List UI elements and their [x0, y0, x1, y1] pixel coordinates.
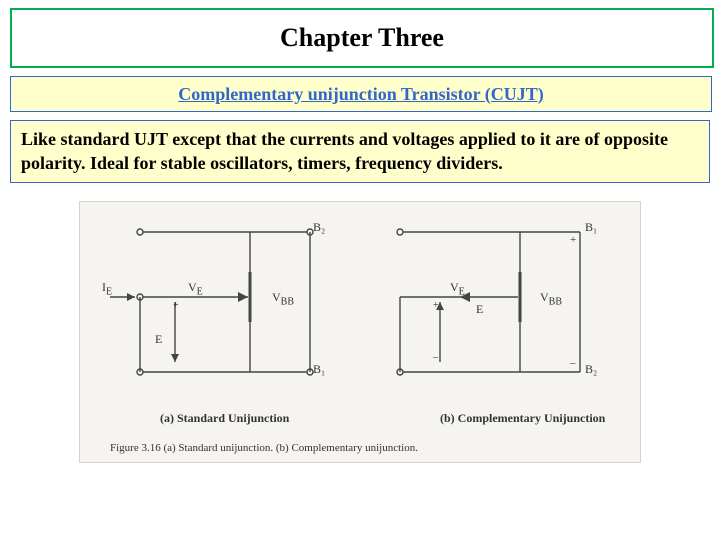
- figure-caption: Figure 3.16 (a) Standard unijunction. (b…: [110, 442, 418, 454]
- slide: Chapter Three Complementary unijunction …: [0, 0, 720, 540]
- label-ve-right: VE: [450, 280, 465, 297]
- label-vbb-right: VBB: [540, 290, 562, 307]
- caption-a: (a) Standard Unijunction: [160, 411, 289, 426]
- label-b1-left: B₁: [313, 362, 325, 377]
- chapter-title: Chapter Three: [280, 23, 444, 53]
- caption-b: (b) Complementary Unijunction: [440, 411, 605, 426]
- label-minus-right: –: [570, 357, 576, 369]
- label-plus-right: +: [570, 234, 576, 246]
- label-ie: IE: [102, 280, 112, 297]
- title-box: Chapter Three: [10, 8, 714, 68]
- label-b1-right: B₁: [585, 220, 597, 235]
- label-e-left: E: [155, 332, 162, 347]
- label-b2-right: B₂: [585, 362, 597, 377]
- subtitle-box: Complementary unijunction Transistor (CU…: [10, 76, 712, 112]
- label-minus-ve-right: –: [433, 352, 438, 363]
- body-box: Like standard UJT except that the curren…: [10, 120, 710, 183]
- label-vbb-left: VBB: [272, 290, 294, 307]
- label-e-right: E: [476, 302, 483, 317]
- section-title: Complementary unijunction Transistor (CU…: [178, 84, 544, 105]
- body-text: Like standard UJT except that the curren…: [21, 127, 699, 176]
- label-plus-left: +: [173, 300, 179, 311]
- label-b2-left: B₂: [313, 220, 325, 235]
- label-ve-left: VE: [188, 280, 203, 297]
- label-plus-ve-right: +: [433, 300, 439, 311]
- circuit-figure: B₂ B₁ IE VE VBB E + B₁ B₂ VE VBB: [79, 201, 641, 463]
